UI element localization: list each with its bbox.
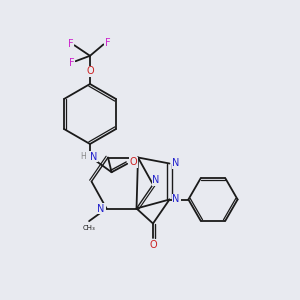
Text: O: O [86,66,94,76]
Text: F: F [105,38,110,48]
Text: O: O [129,157,137,167]
Text: N: N [172,158,180,169]
Text: F: F [68,39,73,49]
Text: CH₃: CH₃ [83,225,95,231]
Text: F: F [69,58,74,68]
Text: N: N [152,175,160,185]
Text: N: N [98,203,105,214]
Text: O: O [149,239,157,250]
Text: H: H [80,152,86,161]
Text: N: N [90,152,97,162]
Text: N: N [172,194,180,205]
